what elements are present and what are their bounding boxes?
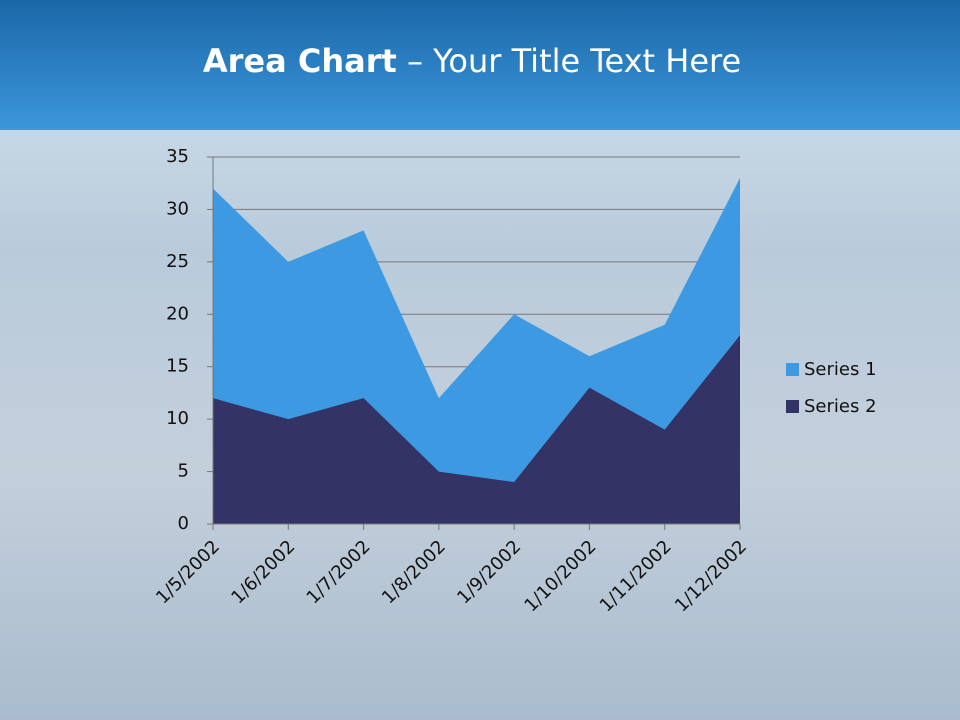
title-rest: – Your Title Text Here <box>407 42 741 80</box>
y-tick-label: 15 <box>166 356 189 377</box>
title-bold: Area Chart <box>203 42 397 80</box>
legend-label: Series 2 <box>804 396 877 417</box>
y-tick-label: 10 <box>166 408 189 429</box>
y-tick-label: 30 <box>166 198 189 219</box>
legend-label: Series 1 <box>804 359 877 380</box>
area <box>213 335 740 524</box>
y-tick-label: 25 <box>166 251 189 272</box>
legend-swatch <box>786 363 799 376</box>
chart-title: Area Chart – Your Title Text Here <box>203 42 741 80</box>
legend-swatch <box>786 400 799 413</box>
y-tick-label: 20 <box>166 303 189 324</box>
y-tick-label: 35 <box>166 146 189 167</box>
title-band <box>0 0 960 130</box>
y-tick-label: 5 <box>178 461 189 482</box>
y-tick-label: 0 <box>178 513 189 534</box>
